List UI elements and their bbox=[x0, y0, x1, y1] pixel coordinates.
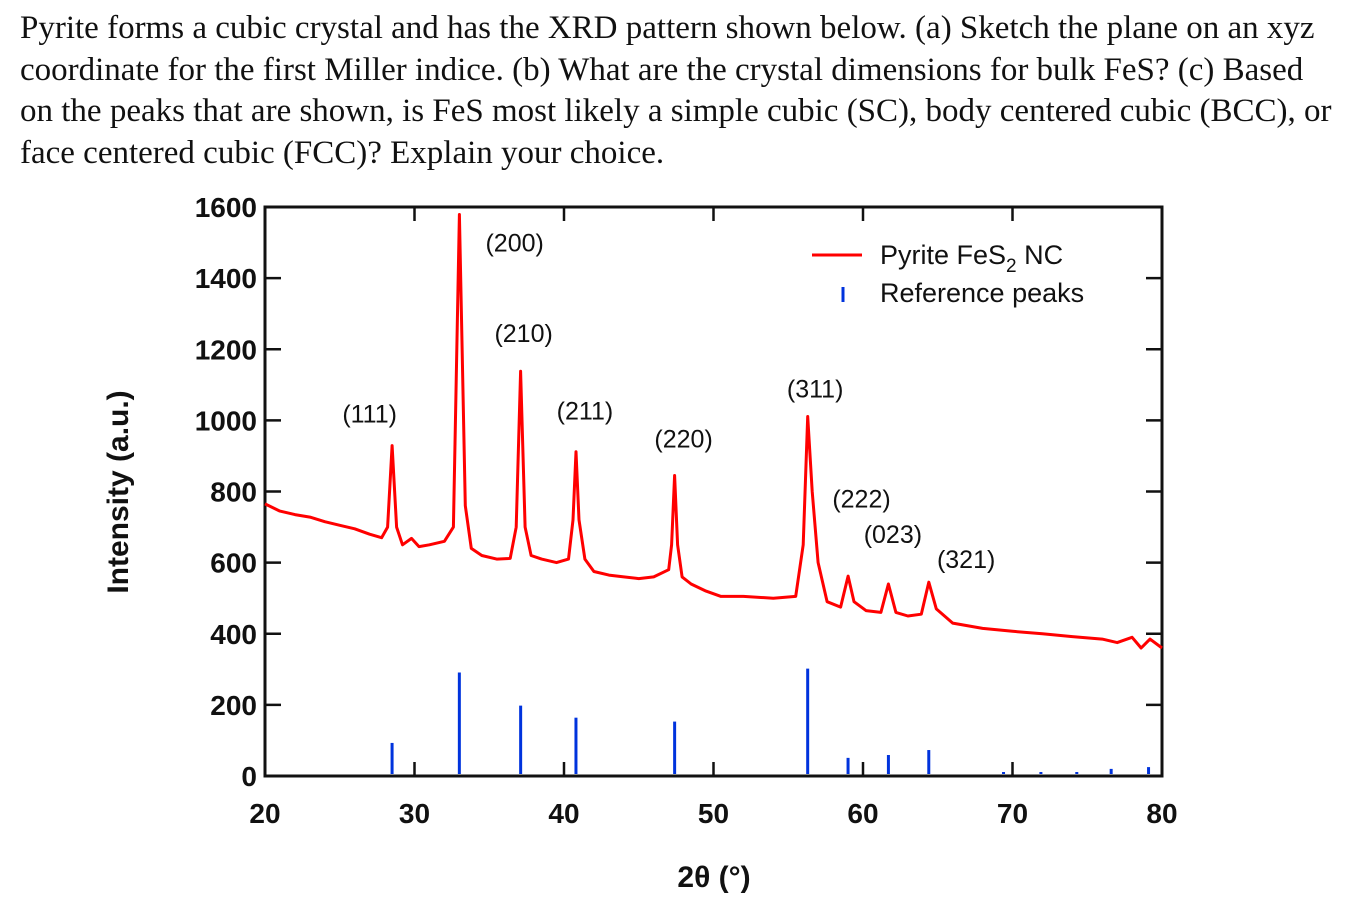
peak-label: (220) bbox=[654, 426, 712, 454]
peak-label: (200) bbox=[485, 230, 543, 258]
peak-label: (211) bbox=[557, 397, 614, 425]
series-pyrite-curve bbox=[264, 213, 1163, 650]
x-tick-label: 20 bbox=[249, 798, 280, 829]
x-tick-label: 30 bbox=[399, 798, 430, 829]
peak-label: (222) bbox=[832, 486, 890, 514]
y-tick-label: 1000 bbox=[195, 405, 257, 436]
xrd-chart: 20 30 40 50 60 70 8002004006008001000120014001… bbox=[102, 192, 1178, 894]
y-tick-label: 1400 bbox=[195, 263, 257, 294]
y-tick-label: 200 bbox=[210, 690, 257, 721]
x-tick-label: 70 bbox=[997, 798, 1028, 829]
x-tick-label: 60 bbox=[847, 798, 878, 829]
legend-label-pattern: Pyrite FeS2 NC bbox=[880, 240, 1063, 277]
y-tick-label: 800 bbox=[210, 477, 257, 508]
x-tick-label: 80 bbox=[1146, 798, 1177, 829]
y-tick-label: 600 bbox=[210, 548, 257, 579]
y-tick-label: 1200 bbox=[195, 334, 257, 365]
question-text: Pyrite forms a cubic crystal and has the… bbox=[20, 10, 1332, 171]
x-tick-label: 50 bbox=[698, 798, 729, 829]
reference-sticks bbox=[390, 668, 1151, 774]
legend: Pyrite FeS2 NC Reference peaks bbox=[812, 240, 1084, 308]
peak-label: (321) bbox=[937, 546, 995, 574]
y-tick-label: 1600 bbox=[195, 192, 257, 223]
x-axis-title: 2θ (°) bbox=[677, 861, 750, 894]
y-tick-label: 400 bbox=[210, 619, 257, 650]
peak-label: (023) bbox=[864, 521, 922, 549]
y-axis-title: Intensity (a.u.) bbox=[102, 390, 135, 593]
peak-label: (210) bbox=[494, 320, 552, 348]
x-tick-label: 40 bbox=[548, 798, 579, 829]
peak-annotations: (111) (200) (210) (211) (220) (311) (222) (023)… bbox=[342, 230, 995, 575]
ticks: 20 30 40 50 60 70 8002004006008001000120014001… bbox=[195, 192, 1178, 829]
legend-label-reference: Reference peaks bbox=[880, 278, 1084, 308]
y-tick-label: 0 bbox=[241, 761, 257, 792]
peak-label: (311) bbox=[787, 375, 844, 403]
peak-label: (111) bbox=[342, 400, 397, 428]
